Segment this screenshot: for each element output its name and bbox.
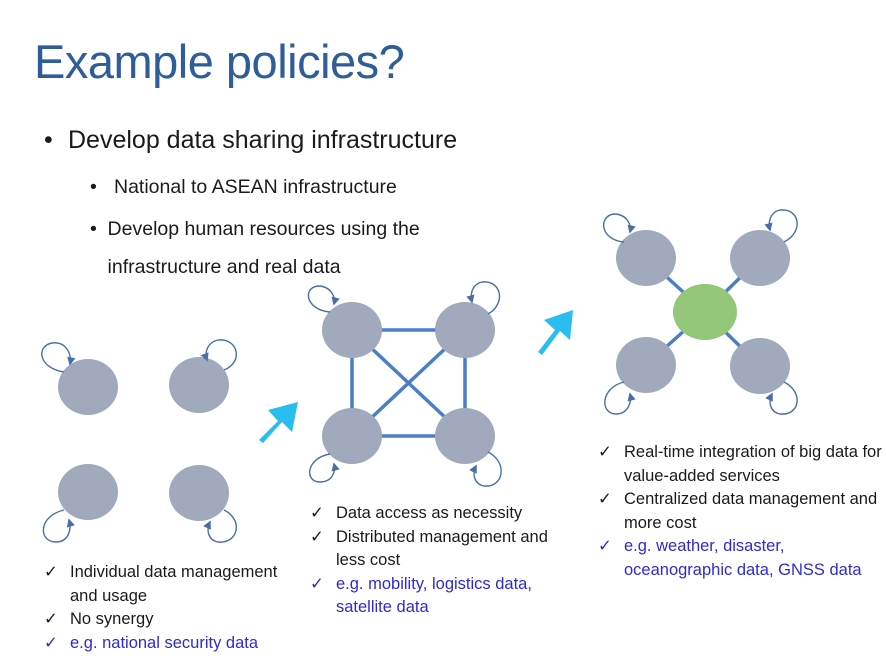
- data-node: [730, 338, 790, 394]
- check-icon: ✓: [44, 563, 58, 581]
- self-loop-arrow: [42, 509, 75, 543]
- self-loop-arrow: [469, 451, 502, 487]
- self-loop-arrow: [764, 209, 798, 243]
- checklist-text: e.g. national security data: [70, 633, 259, 652]
- check-icon: ✓: [310, 527, 324, 546]
- distributed-model-checklist: ✓ Data access as necessity ✓ Distributed m…: [310, 502, 580, 620]
- check-icon: ✓: [310, 574, 324, 593]
- check-icon: ✓: [598, 537, 612, 555]
- checklist-item: ✓ No synergy: [44, 608, 294, 632]
- self-loop-arrow: [203, 509, 238, 543]
- bullet-dot: •: [44, 126, 53, 154]
- check-icon: ✓: [598, 443, 612, 461]
- data-node: [435, 302, 495, 358]
- sub-bullet-text: National to ASEAN infrastructure: [114, 176, 397, 198]
- checklist-item: ✓ Real-time integration of big data for v…: [598, 441, 883, 488]
- check-icon: ✓: [598, 490, 612, 508]
- self-loop-arrow: [602, 213, 636, 243]
- centralized-model: [602, 209, 798, 415]
- transition-arrow: [259, 402, 298, 443]
- isolated-model: [41, 339, 238, 543]
- data-node: [616, 230, 676, 286]
- main-bullet-text: Develop data sharing infrastructure: [68, 126, 458, 154]
- checklist-item: ✓ Centralized data management and more co…: [598, 488, 883, 535]
- data-node: [616, 337, 676, 393]
- distributed-model: [307, 281, 502, 487]
- self-loop-arrow: [765, 381, 798, 415]
- checklist-text: Distributed management and less cost: [336, 527, 548, 570]
- checklist-text: e.g. weather, disaster, oceanographic da…: [624, 537, 862, 579]
- checklist-item: ✓ Individual data management and usage: [44, 561, 294, 608]
- sub-bullet-text: Develop human resources using the infras…: [107, 218, 420, 278]
- bullet-dot: •: [90, 218, 97, 240]
- data-node: [322, 408, 382, 464]
- self-loop-arrow: [307, 285, 340, 313]
- check-icon: ✓: [44, 633, 58, 652]
- checklist-text: Centralized data management and more cos…: [624, 490, 878, 532]
- main-bullet: • Develop data sharing infrastructure: [44, 126, 457, 155]
- check-icon: ✓: [310, 504, 324, 522]
- data-node: [322, 302, 382, 358]
- checklist-item: ✓ Distributed management and less cost: [310, 526, 580, 573]
- check-icon: ✓: [44, 610, 58, 628]
- isolated-model-checklist: ✓ Individual data management and usage ✓ N…: [44, 561, 294, 655]
- checklist-item-example: ✓ e.g. national security data: [44, 632, 294, 656]
- checklist-text: e.g. mobility, logistics data, satellite…: [336, 574, 532, 617]
- self-loop-arrow: [604, 381, 636, 415]
- self-loop-arrow: [308, 453, 340, 483]
- checklist-text: Individual data management and usage: [70, 563, 278, 605]
- centralized-model-checklist: ✓ Real-time integration of big data for v…: [598, 441, 883, 582]
- data-node: [435, 408, 495, 464]
- slide-title: Example policies?: [34, 35, 405, 88]
- central-hub-node: [673, 284, 737, 340]
- checklist-item: ✓ Data access as necessity: [310, 502, 580, 526]
- self-loop-arrow: [41, 342, 76, 373]
- transition-arrow: [538, 310, 573, 355]
- data-node: [169, 357, 229, 413]
- checklist-text: No synergy: [70, 610, 154, 628]
- sub-bullet-1: • National to ASEAN infrastructure: [90, 168, 397, 206]
- data-node: [58, 359, 118, 415]
- checklist-item-example: ✓ e.g. mobility, logistics data, satellit…: [310, 573, 580, 620]
- checklist-text: Data access as necessity: [336, 504, 523, 522]
- self-loop-arrow: [200, 339, 238, 371]
- self-loop-arrow: [466, 281, 501, 315]
- checklist-item-example: ✓ e.g. weather, disaster, oceanographic d…: [598, 535, 883, 582]
- bullet-dot: •: [90, 176, 97, 198]
- data-node: [730, 230, 790, 286]
- data-node: [58, 464, 118, 520]
- data-node: [169, 465, 229, 521]
- checklist-text: Real-time integration of big data for va…: [624, 443, 882, 485]
- sub-bullet-2: • Develop human resources using the infr…: [90, 210, 510, 286]
